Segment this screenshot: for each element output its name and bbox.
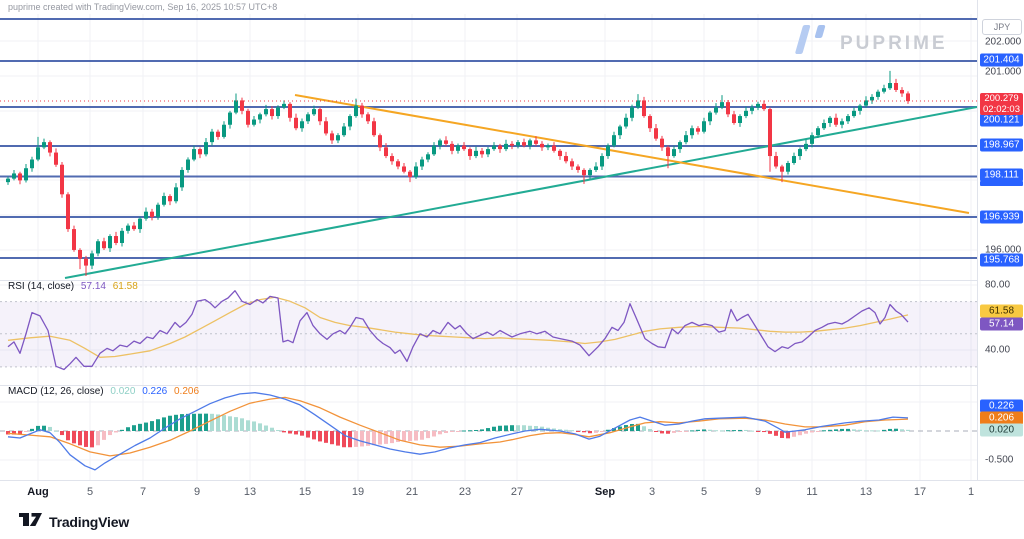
watermark-text: PUPRIME bbox=[840, 32, 948, 54]
last-price-value: 200.279 bbox=[984, 93, 1019, 104]
panel-separator-macd[interactable] bbox=[0, 385, 1024, 386]
price-axis-label: 196.000 bbox=[985, 244, 1022, 256]
rsi-ma-legend-value: 61.58 bbox=[112, 281, 138, 292]
gridlines bbox=[0, 14, 977, 480]
price-axis-label: 202.000 bbox=[985, 36, 1022, 48]
indicator-value-badge: 61.58 bbox=[980, 304, 1023, 318]
footer-bar: TradingView bbox=[0, 504, 1024, 539]
panel-separator-rsi[interactable] bbox=[0, 280, 1024, 281]
time-axis-label: 7 bbox=[139, 486, 147, 498]
price-level-badge: 196.939 bbox=[980, 210, 1023, 224]
time-axis-label: 17 bbox=[913, 486, 927, 498]
time-axis-label: 3 bbox=[648, 486, 656, 498]
price-level-badge: 201.404 bbox=[980, 53, 1023, 67]
rsi-legend[interactable]: RSI (14, close) 57.14 61.58 bbox=[8, 281, 142, 292]
candles-group bbox=[6, 70, 910, 277]
macd-panel bbox=[0, 392, 977, 471]
macd-hist-value: 0.020 bbox=[110, 386, 136, 397]
indicator-axis-label: 40.00 bbox=[985, 344, 1011, 356]
last-price-badge: 200.279 02:02:03 bbox=[980, 93, 1023, 115]
time-axis-label: 13 bbox=[243, 486, 257, 498]
macd-line-value: 0.226 bbox=[142, 386, 168, 397]
macd-signal-value: 0.206 bbox=[174, 386, 200, 397]
bar-countdown: 02:02:03 bbox=[983, 104, 1020, 115]
indicator-value-badge: 57.14 bbox=[980, 317, 1023, 331]
rsi-legend-value: 57.14 bbox=[80, 281, 106, 292]
tradingview-logo-icon bbox=[18, 512, 43, 532]
time-axis-label: 5 bbox=[86, 486, 94, 498]
price-axis-label: 201.000 bbox=[985, 66, 1022, 78]
time-axis-label: 9 bbox=[193, 486, 201, 498]
rsi-legend-label: RSI (14, close) bbox=[8, 281, 75, 292]
indicator-axis-label: -0.500 bbox=[985, 454, 1014, 466]
time-axis-label: 27 bbox=[510, 486, 524, 498]
time-axis-label: 13 bbox=[859, 486, 873, 498]
price-level-badge: 200.121 bbox=[980, 113, 1023, 127]
time-axis-label: 21 bbox=[405, 486, 419, 498]
time-axis-label: 1 bbox=[967, 486, 975, 498]
time-axis-label: Aug bbox=[27, 486, 49, 498]
macd-line bbox=[7, 392, 909, 471]
macd-legend[interactable]: MACD (12, 26, close) 0.020 0.226 0.206 bbox=[8, 386, 203, 397]
rsi-line bbox=[7, 290, 909, 371]
time-axis-label: 5 bbox=[700, 486, 708, 498]
broker-watermark: PUPRIME bbox=[788, 22, 948, 65]
time-axis-label: Sep bbox=[594, 486, 616, 498]
macd-signal-line bbox=[7, 396, 909, 457]
time-axis-label: 9 bbox=[754, 486, 762, 498]
price-chart-canvas[interactable] bbox=[0, 0, 977, 503]
time-axis-label: 15 bbox=[298, 486, 312, 498]
time-axis-label: 11 bbox=[806, 486, 818, 498]
price-level-badge: 195.768 bbox=[980, 253, 1023, 267]
attribution-text: puprime created with TradingView.com, Se… bbox=[8, 2, 278, 12]
indicator-value-badge: 0.020 bbox=[980, 423, 1023, 437]
currency-label-box: JPY bbox=[982, 19, 1022, 35]
time-scale[interactable]: Aug 5 7 9 13 15 19 21 23 27 Sep 3 5 9 11 13 17 1 bbox=[0, 480, 1024, 505]
rsi-panel bbox=[0, 290, 977, 371]
price-level-badge: 198.967 bbox=[980, 138, 1023, 152]
tradingview-logo[interactable]: TradingView bbox=[18, 512, 129, 532]
hidden-level-badge bbox=[980, 181, 1023, 186]
tradingview-logo-text: TradingView bbox=[49, 514, 130, 530]
horizontal-level-lines bbox=[0, 18, 977, 259]
macd-legend-label: MACD (12, 26, close) bbox=[8, 386, 104, 397]
price-level-badge: 198.111 bbox=[980, 168, 1023, 182]
time-axis-label: 23 bbox=[458, 486, 472, 498]
rsi-ma-line bbox=[7, 296, 909, 358]
indicator-axis-label: 80.00 bbox=[985, 279, 1011, 291]
indicator-value-badge: 0.226 bbox=[980, 399, 1023, 413]
price-scale[interactable]: JPY 202.000 201.000 196.000 201.404 200.121 1… bbox=[977, 0, 1024, 503]
time-axis-label: 19 bbox=[351, 486, 365, 498]
trendlines bbox=[64, 94, 977, 279]
puprime-logo-icon bbox=[788, 22, 830, 65]
indicator-value-badge: 0.206 bbox=[980, 411, 1023, 425]
